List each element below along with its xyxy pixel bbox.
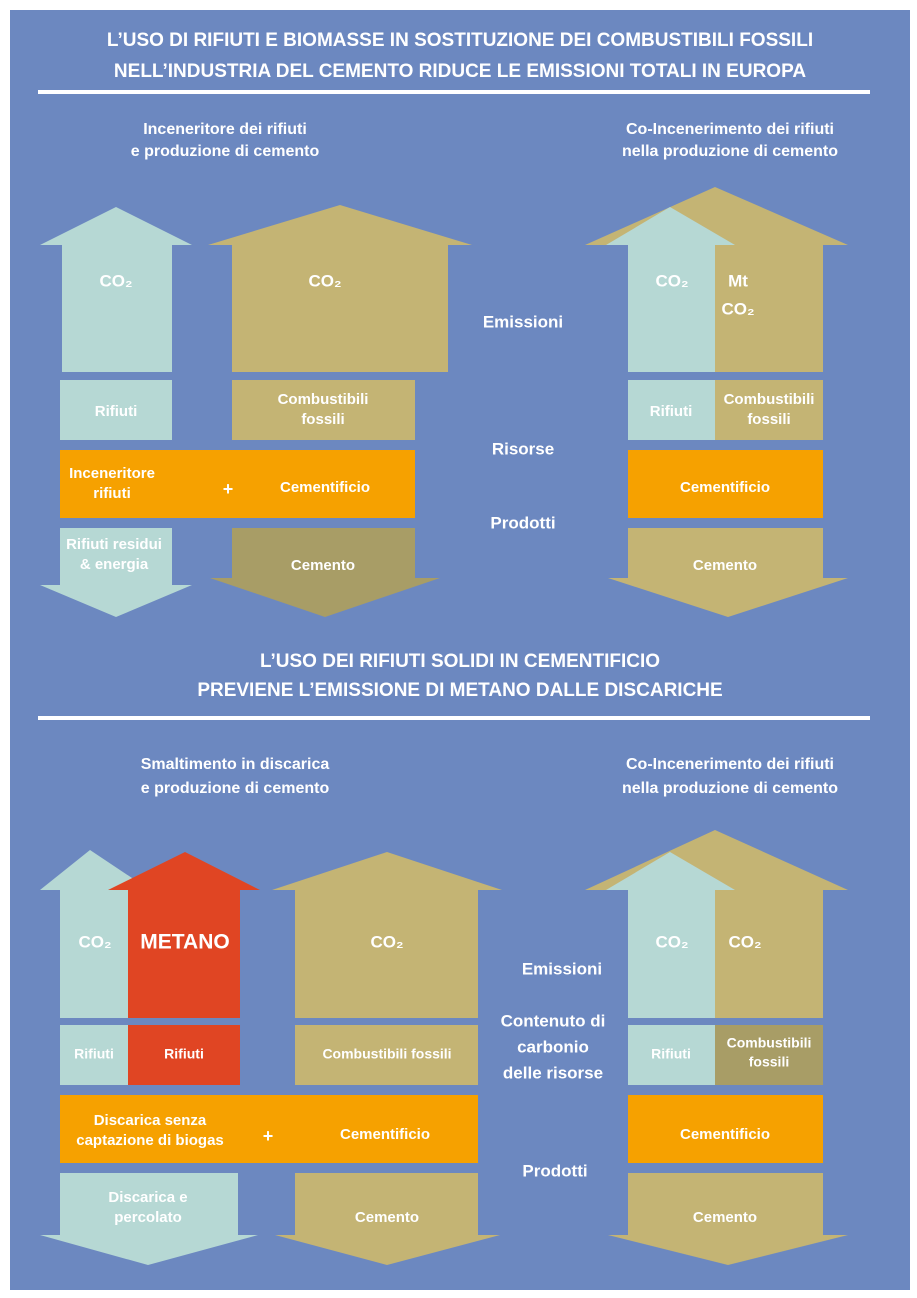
label: Cemento: [355, 1209, 419, 1226]
bar: [628, 450, 823, 518]
heading: e produzione di cemento: [131, 143, 320, 160]
heading: Co-Incenerimento dei rifiuti: [626, 756, 834, 773]
label: & energia: [80, 556, 149, 573]
bar: [628, 1095, 823, 1163]
label: Combustibili: [278, 391, 369, 408]
title: NELL’INDUSTRIA DEL CEMENTO RIDUCE LE EMI…: [114, 61, 806, 82]
up-arrow: [606, 207, 735, 372]
label: CO₂: [99, 271, 132, 290]
label: Emissioni: [483, 312, 563, 331]
down-arrow: [608, 528, 848, 617]
title: L’USO DEI RIFIUTI SOLIDI IN CEMENTIFICIO: [260, 651, 660, 672]
box: [295, 1025, 478, 1085]
down-arrow: [275, 1173, 500, 1265]
label: CO₂: [721, 299, 754, 318]
label: Cemento: [693, 557, 757, 574]
up-arrow: [606, 852, 735, 1018]
label: METANO: [140, 931, 229, 954]
label: Prodotti: [522, 1161, 587, 1180]
label: Inceneritore: [69, 465, 155, 482]
label: Cemento: [291, 557, 355, 574]
box: [60, 1025, 128, 1085]
label: delle risorse: [503, 1063, 603, 1082]
down-arrow: [40, 528, 192, 617]
label: +: [223, 479, 234, 499]
label: Combustibili: [724, 391, 815, 408]
label: CO₂: [655, 932, 688, 951]
label: Cementificio: [340, 1126, 430, 1143]
label: carbonio: [517, 1037, 589, 1056]
label: Combustibili: [727, 1035, 812, 1051]
label: +: [263, 1126, 274, 1146]
heading: Smaltimento in discarica: [141, 756, 330, 773]
title: PREVIENE L’EMISSIONE DI METANO DALLE DIS…: [197, 680, 722, 701]
label: percolato: [114, 1209, 182, 1226]
label: Cemento: [693, 1209, 757, 1226]
label: rifiuti: [93, 485, 131, 502]
up-arrow: [272, 852, 502, 1018]
box: [232, 380, 415, 440]
label: Combustibili fossili: [322, 1046, 451, 1062]
label: Prodotti: [490, 513, 555, 532]
up-arrow: [208, 205, 472, 372]
label: CO₂: [728, 932, 761, 951]
heading: Inceneritore dei rifiuti: [143, 121, 307, 138]
label: Cementificio: [680, 479, 770, 496]
heading: e produzione di cemento: [141, 780, 330, 797]
label: Cementificio: [680, 1126, 770, 1143]
down-arrow: [40, 1173, 258, 1265]
box: [60, 380, 172, 440]
label: Rifiuti: [164, 1046, 204, 1062]
label: Contenuto di: [501, 1011, 606, 1030]
up-arrow: [40, 207, 192, 372]
bar: [60, 1095, 478, 1163]
label: Discarica e: [108, 1189, 187, 1206]
label: CO₂: [78, 932, 111, 951]
heading: nella produzione di cemento: [622, 143, 838, 160]
box: [128, 1025, 240, 1085]
label: Rifiuti: [651, 1046, 691, 1062]
label: Rifiuti residui: [66, 536, 162, 553]
label: captazione di biogas: [76, 1132, 224, 1149]
label: Mt: [728, 271, 748, 290]
up-arrow: [40, 850, 150, 1018]
label: CO₂: [655, 271, 688, 290]
heading: Co-Incenerimento dei rifiuti: [626, 121, 834, 138]
label: Rifiuti: [95, 403, 138, 420]
label: CO₂: [370, 932, 403, 951]
label: fossili: [301, 411, 344, 428]
title: L’USO DI RIFIUTI E BIOMASSE IN SOSTITUZI…: [107, 30, 813, 51]
box: [628, 1025, 715, 1085]
bar: [60, 450, 415, 518]
label: Cementificio: [280, 479, 370, 496]
label: Risorse: [492, 439, 554, 458]
label: CO₂: [308, 271, 341, 290]
box: [715, 380, 823, 440]
down-arrow: [210, 528, 440, 617]
label: Discarica senza: [94, 1112, 207, 1129]
label: Emissioni: [522, 959, 602, 978]
label: Rifiuti: [74, 1046, 114, 1062]
up-arrow: [108, 852, 260, 1018]
label: Rifiuti: [650, 403, 693, 420]
box: [628, 380, 715, 440]
label: fossili: [749, 1054, 789, 1070]
box: [715, 1025, 823, 1085]
heading: nella produzione di cemento: [622, 780, 838, 797]
label: fossili: [747, 411, 790, 428]
down-arrow: [608, 1173, 848, 1265]
